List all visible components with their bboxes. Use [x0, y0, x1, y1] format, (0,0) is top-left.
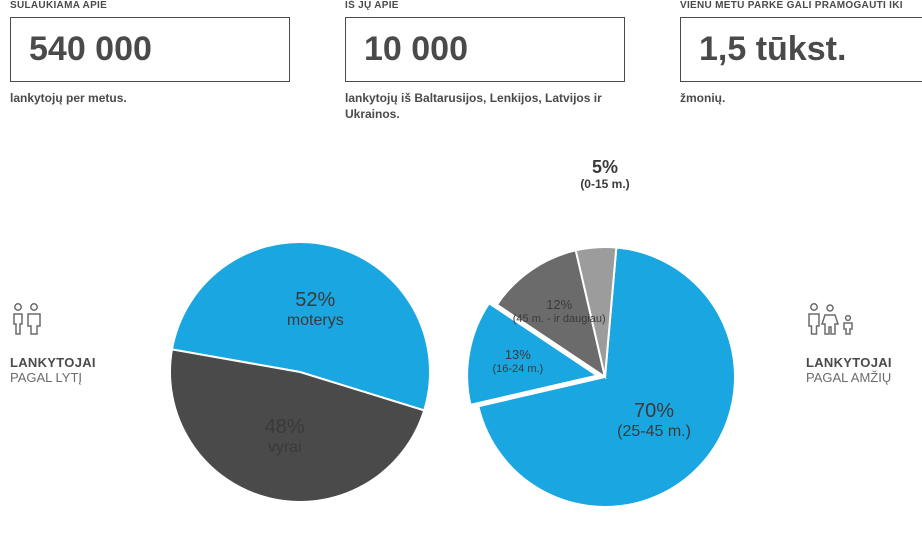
- callout-sub: (0-15 m.): [560, 178, 650, 192]
- stats-row: SULAUKIAMA APIE 540 000 lankytojų per me…: [0, 0, 922, 122]
- stat-top: SULAUKIAMA APIE: [10, 0, 290, 11]
- callout-pct: 5%: [560, 157, 650, 178]
- age-icon: [806, 302, 916, 341]
- stat-box: 10 000: [345, 17, 625, 82]
- age-callout: 5% (0-15 m.): [560, 157, 650, 191]
- stat-below: lankytojų per metus.: [10, 90, 290, 106]
- age-pie-svg: [455, 232, 755, 532]
- stat-below: lankytojų iš Baltarusijos, Lenkijos, Lat…: [345, 90, 625, 122]
- stat-block-3: VIENU METU PARKE GALI PRAMOGAUTI IKI 1,5…: [680, 0, 922, 122]
- legend-line2: PAGAL LYTĮ: [10, 370, 120, 385]
- stat-block-1: SULAUKIAMA APIE 540 000 lankytojų per me…: [10, 0, 290, 122]
- gender-legend: LANKYTOJAI PAGAL LYTĮ: [10, 302, 120, 385]
- stat-top: VIENU METU PARKE GALI PRAMOGAUTI IKI: [680, 0, 922, 11]
- gender-icon: [10, 302, 120, 341]
- gender-pie-chart: 52%moterys48%vyrai: [160, 232, 440, 512]
- stat-box: 1,5 tūkst.: [680, 17, 922, 82]
- legend-line1: LANKYTOJAI: [10, 355, 120, 370]
- stat-block-2: IŠ JŲ APIE 10 000 lankytojų iš Baltarusi…: [345, 0, 625, 122]
- gender-pie-svg: [160, 232, 440, 512]
- stat-below: žmonių.: [680, 90, 922, 106]
- stat-top: IŠ JŲ APIE: [345, 0, 625, 11]
- age-legend: LANKYTOJAI PAGAL AMŽIŲ: [806, 302, 916, 385]
- legend-line1: LANKYTOJAI: [806, 355, 916, 370]
- charts-area: LANKYTOJAI PAGAL LYTĮ LANKYTOJAI PAGAL A…: [0, 152, 922, 552]
- stat-value: 1,5 tūkst.: [699, 30, 921, 69]
- stat-value: 10 000: [364, 30, 606, 69]
- legend-line2: PAGAL AMŽIŲ: [806, 370, 916, 385]
- stat-box: 540 000: [10, 17, 290, 82]
- stat-value: 540 000: [29, 30, 271, 69]
- age-pie-chart: 70%(25-45 m.)13%(16-24 m.)12%(45 m. - ir…: [455, 232, 755, 532]
